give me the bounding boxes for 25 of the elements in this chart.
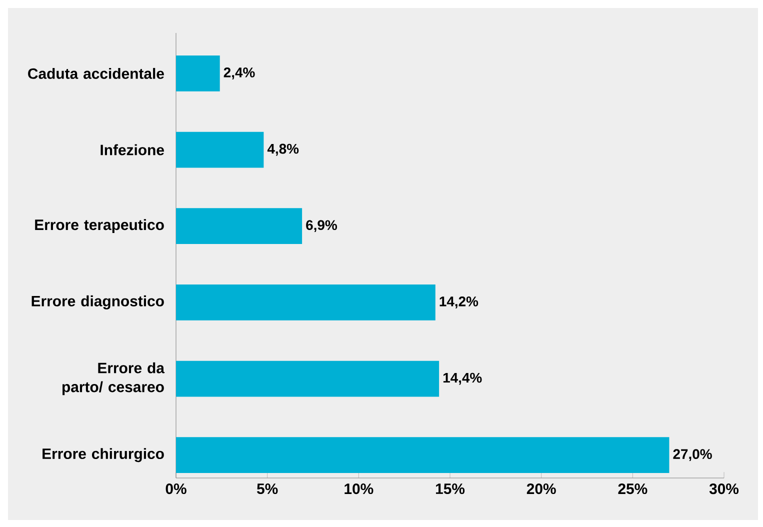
x-tick-label: 20%: [526, 484, 556, 494]
y-tick-label: Errore terapeutico: [35, 219, 164, 234]
x-tick-label: 25%: [618, 484, 648, 494]
bar: [176, 437, 670, 474]
y-tick-label: Infezione: [100, 144, 164, 156]
data-label: 27,0%: [673, 449, 712, 462]
data-label: 4,8%: [267, 144, 299, 156]
y-tick-label: Caduta accidentale: [28, 68, 164, 79]
bar: [176, 284, 436, 320]
bar: [176, 132, 264, 168]
bar: [176, 208, 302, 244]
y-tick-label: Errore chirurgico: [42, 448, 164, 462]
data-label: 14,2%: [440, 296, 478, 308]
data-label: 14,4%: [443, 372, 482, 385]
x-tick-label: 0%: [166, 484, 186, 494]
x-tick-label: 15%: [436, 484, 465, 494]
bar: [176, 360, 440, 397]
x-tick-label: 30%: [709, 484, 739, 494]
bar: [176, 56, 220, 92]
y-tick-label: Errore da parto/ cesareo: [62, 362, 165, 396]
data-label: 2,4%: [224, 67, 255, 80]
data-label: 6,9%: [306, 220, 337, 232]
x-tick-label: 10%: [344, 484, 374, 494]
y-tick-label: Errore diagnostico: [32, 295, 164, 310]
x-tick-label: 5%: [256, 484, 278, 494]
